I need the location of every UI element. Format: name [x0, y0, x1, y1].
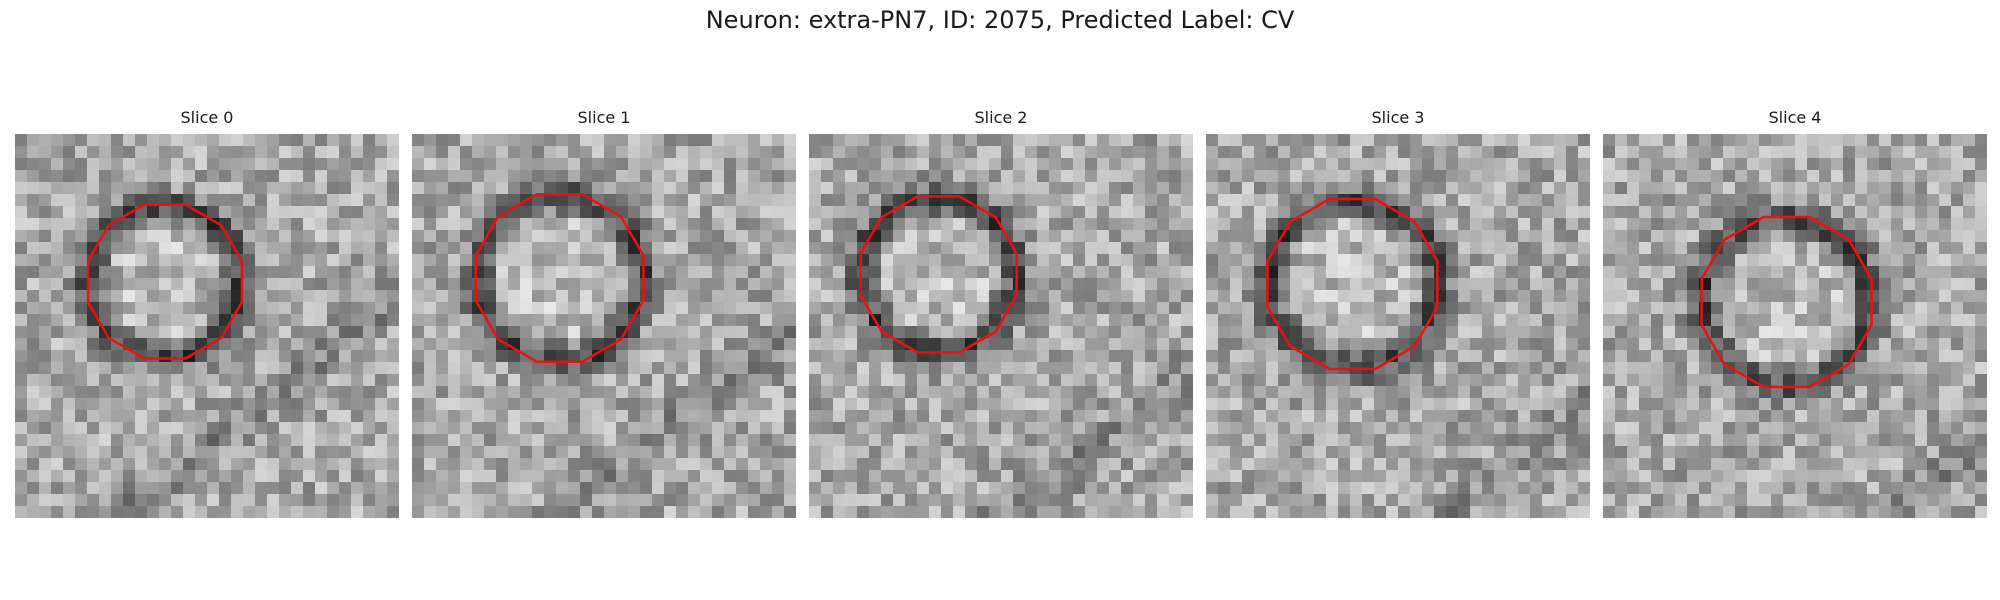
slice-image: [809, 134, 1193, 518]
segmentation-contour: [859, 195, 1018, 354]
slice-image: [15, 134, 399, 518]
slice-panel-4: Slice 4: [1603, 108, 1987, 518]
segmentation-contour: [1266, 197, 1439, 371]
slice-title: Slice 2: [974, 108, 1028, 127]
slice-title: Slice 4: [1768, 108, 1822, 127]
slice-panel-3: Slice 3: [1206, 108, 1590, 518]
slice-image: [1206, 134, 1590, 518]
slice-image: [1603, 134, 1987, 518]
segmentation-contour: [1700, 215, 1873, 389]
slice-panel-2: Slice 2: [809, 108, 1193, 518]
slice-panel-1: Slice 1: [412, 108, 796, 518]
slice-image: [412, 134, 796, 518]
segmentation-contour: [86, 203, 244, 360]
slice-panel-0: Slice 0: [15, 108, 399, 518]
slice-title: Slice 0: [180, 108, 234, 127]
figure-title: Neuron: extra-PN7, ID: 2075, Predicted L…: [705, 6, 1295, 34]
slice-title: Slice 1: [577, 108, 631, 127]
segmentation-contour: [474, 192, 645, 364]
slice-title: Slice 3: [1371, 108, 1425, 127]
